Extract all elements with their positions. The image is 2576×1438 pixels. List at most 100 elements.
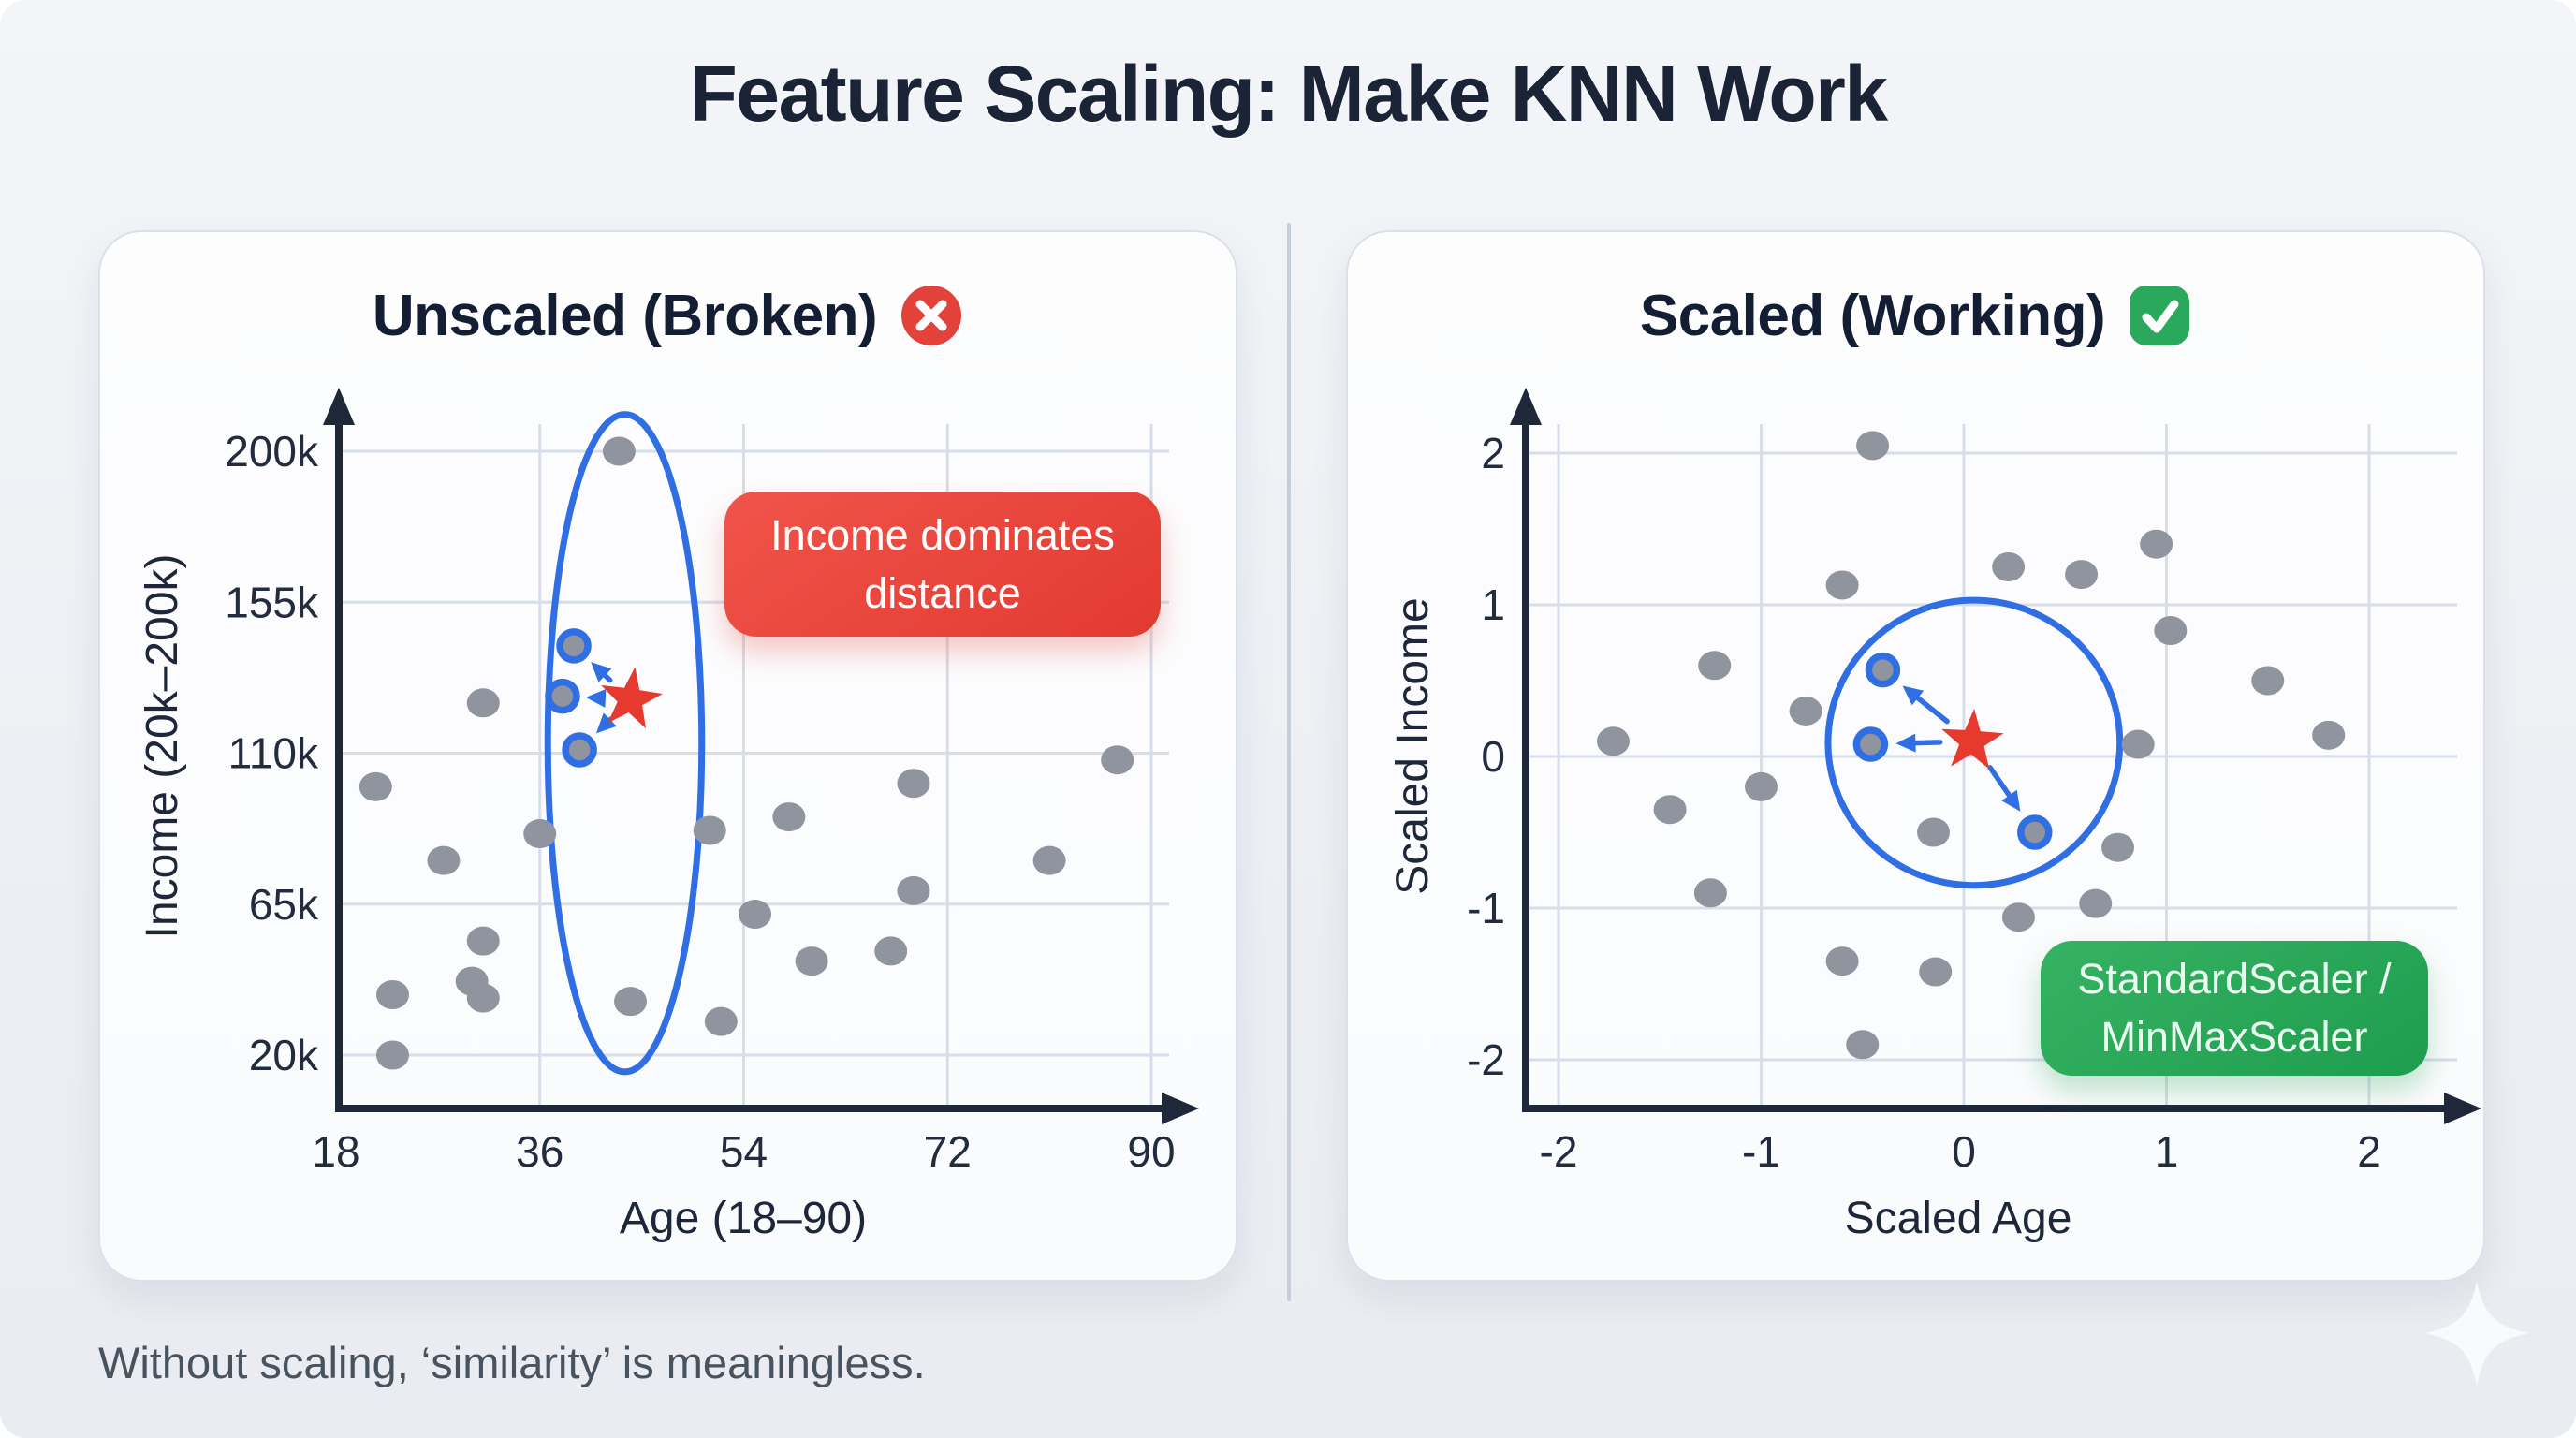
scaled-panel-title: Scaled (Working)	[1639, 283, 2106, 348]
scaler-callout: StandardScaler / MinMaxScaler	[2041, 941, 2428, 1076]
neighborhood-highlight	[544, 411, 706, 1076]
y-tick-label: 155k	[225, 578, 319, 626]
neighbor-arrowhead	[2001, 789, 2021, 812]
unscaled-panel-header: Unscaled (Broken)	[100, 273, 1236, 358]
neighbor-arrowhead	[1895, 733, 1916, 753]
data-point	[1846, 1030, 1880, 1060]
data-point	[1825, 946, 1859, 976]
data-point	[375, 980, 409, 1010]
x-tick-label: 54	[720, 1127, 768, 1176]
panel-divider	[1287, 223, 1291, 1301]
sparkle-icon	[2424, 1281, 2529, 1386]
data-point	[897, 875, 930, 905]
check-square-icon	[2130, 286, 2190, 345]
query-star	[601, 667, 663, 729]
data-point	[523, 819, 557, 849]
page-title: Feature Scaling: Make KNN Work	[689, 50, 1888, 138]
data-point	[2312, 720, 2346, 750]
x-axis-arrowhead	[2444, 1093, 2481, 1124]
data-point	[739, 900, 772, 930]
scaled-panel-header: Scaled (Working)	[1348, 273, 2483, 358]
data-point	[2154, 616, 2188, 646]
y-tick-label: 65k	[249, 880, 319, 929]
x-tick-label: 18	[312, 1127, 359, 1176]
neighbor-point	[556, 628, 592, 664]
unscaled-x-axis-label: Age (18–90)	[619, 1194, 868, 1243]
data-point	[466, 926, 500, 956]
y-axis-arrowhead	[1510, 388, 1542, 425]
scaled-y-axis-label: Scaled Income	[1388, 597, 1438, 895]
data-point	[359, 771, 392, 801]
unscaled-panel: Unscaled (Broken) 18 36 54 72 90 20k 65k 110k 15…	[98, 230, 1237, 1282]
data-point	[2079, 888, 2113, 918]
y-axis-arrowhead	[323, 388, 355, 425]
query-star	[1941, 708, 2004, 770]
data-point	[1992, 552, 2026, 581]
data-point	[1789, 696, 1822, 726]
x-tick-label: 2	[2357, 1127, 2381, 1176]
y-tick-label: -1	[1467, 884, 1505, 932]
callout-line: StandardScaler /	[2077, 955, 2392, 1003]
data-point	[1032, 845, 1066, 875]
unscaled-panel-title: Unscaled (Broken)	[372, 283, 878, 348]
neighbor-point	[1852, 726, 1889, 762]
data-point	[466, 688, 500, 718]
data-point	[897, 769, 930, 799]
data-point	[2121, 729, 2155, 759]
x-tick-label: 72	[924, 1127, 972, 1176]
data-point	[466, 983, 500, 1013]
neighbor-arrowhead	[595, 712, 617, 734]
x-tick-label: -1	[1742, 1127, 1780, 1176]
neighbor-point	[562, 732, 597, 768]
x-tick-label: -2	[1540, 1127, 1578, 1176]
scaled-chart: -2 -1 0 1 2 -2 -1 0 1 2	[1467, 388, 2481, 1176]
data-point	[1856, 431, 1890, 461]
scaled-panel: Scaled (Working) -2 -1 0 1 2 -2 -1 0 1 2 Standard…	[1346, 230, 2485, 1282]
data-point	[602, 436, 636, 466]
data-point	[1653, 795, 1687, 825]
data-point	[704, 1006, 738, 1036]
x-tick-label: 36	[516, 1127, 564, 1176]
data-point	[1917, 817, 1951, 847]
y-tick-label: 2	[1481, 429, 1505, 477]
data-point	[1825, 570, 1859, 600]
y-tick-label: 1	[1481, 580, 1505, 629]
data-point	[614, 987, 648, 1017]
scaled-x-axis-label: Scaled Age	[1844, 1194, 2072, 1243]
footer-caption: Without scaling, ‘similarity’ is meaning…	[98, 1338, 926, 1387]
callout-line: Income dominates	[770, 510, 1115, 559]
data-point	[1101, 745, 1134, 775]
neighbor-point	[545, 678, 580, 714]
data-point	[874, 936, 908, 966]
data-point	[795, 946, 828, 976]
x-tick-label: 1	[2155, 1127, 2179, 1176]
data-point	[1596, 726, 1630, 756]
data-point	[2101, 832, 2135, 862]
unscaled-y-axis-label: Income (20k–200k)	[138, 553, 187, 939]
data-point	[772, 802, 806, 832]
neighbor-arrowhead	[585, 688, 607, 708]
data-point	[1698, 651, 1732, 681]
callout-line: MinMaxScaler	[2100, 1013, 2368, 1061]
y-tick-label: 0	[1481, 732, 1505, 781]
data-point	[1693, 878, 1727, 908]
x-circle-icon	[901, 286, 962, 345]
neighbor-arrowhead	[1902, 685, 1925, 706]
data-point	[2251, 666, 2285, 696]
neighbor-point	[1865, 652, 1901, 688]
y-tick-label: -2	[1467, 1035, 1505, 1084]
data-point	[375, 1040, 409, 1070]
data-point	[427, 845, 461, 875]
data-point	[1919, 957, 1953, 987]
data-point	[1745, 771, 1778, 801]
data-point	[693, 815, 726, 845]
y-tick-label: 20k	[249, 1031, 319, 1079]
neighbor-arrowhead	[591, 662, 612, 682]
neighbor-point	[2017, 814, 2053, 850]
unscaled-chart: 18 36 54 72 90 20k 65k 110k 155k 200k	[225, 388, 1199, 1176]
data-point	[2140, 529, 2174, 559]
y-tick-label: 110k	[228, 729, 319, 778]
x-tick-label: 90	[1127, 1127, 1175, 1176]
neighborhood-highlight	[1824, 596, 2124, 889]
